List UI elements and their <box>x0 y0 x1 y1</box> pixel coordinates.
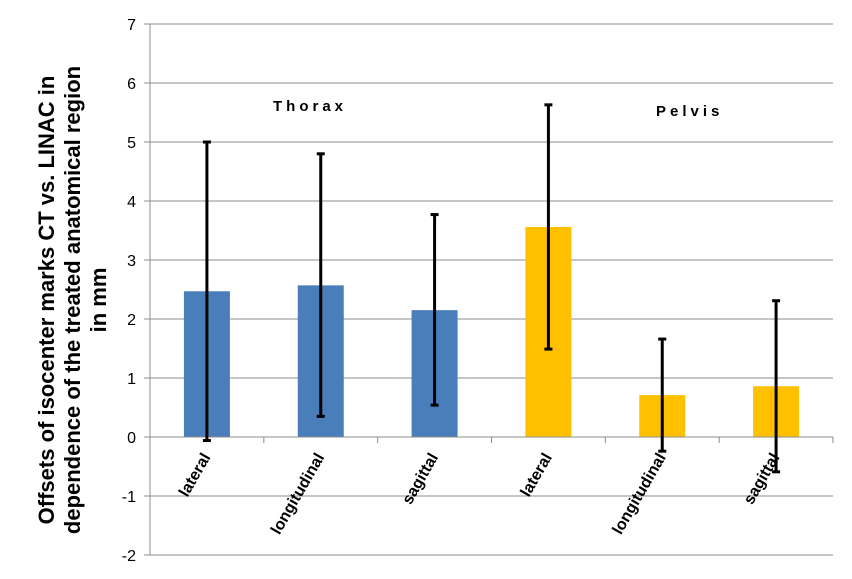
y-tick-label: 6 <box>127 76 136 93</box>
y-tick-label: 7 <box>127 17 136 34</box>
y-tick-label: 3 <box>127 253 136 270</box>
y-tick-labels: -2 -1 0 1 2 3 4 5 6 7 <box>122 17 136 565</box>
y-axis-label-line-2: dependence of the treated anatomical reg… <box>60 66 85 534</box>
y-tick-label: 5 <box>127 135 136 152</box>
y-tick-label: -1 <box>122 489 136 506</box>
x-tick-label: lateral <box>518 451 556 500</box>
y-tick-label: 1 <box>127 371 136 388</box>
annotation-thorax: Thorax <box>273 98 347 115</box>
y-tick-label: 2 <box>127 312 136 329</box>
x-tick-label: lateral <box>176 451 214 500</box>
bars <box>183 226 800 437</box>
x-tick-label: longitudinal <box>268 451 328 538</box>
grid-lines <box>144 23 834 556</box>
y-axis-label-line-3: in mm <box>86 268 111 333</box>
x-tick-labels: lateral longitudinal sagittal lateral longit… <box>176 451 783 538</box>
x-tick-label: sagittal <box>399 451 442 508</box>
x-tick-label: sagittal <box>741 451 784 508</box>
y-tick-label: -2 <box>122 548 136 565</box>
y-axis-label-line-1: Offsets of isocenter marks CT vs. LINAC … <box>34 76 59 525</box>
x-tick-label: longitudinal <box>610 451 670 538</box>
y-tick-label: 0 <box>127 430 136 447</box>
annotation-pelvis: Pelvis <box>656 103 723 120</box>
y-tick-label: 4 <box>127 194 136 211</box>
error-bars <box>202 103 781 474</box>
